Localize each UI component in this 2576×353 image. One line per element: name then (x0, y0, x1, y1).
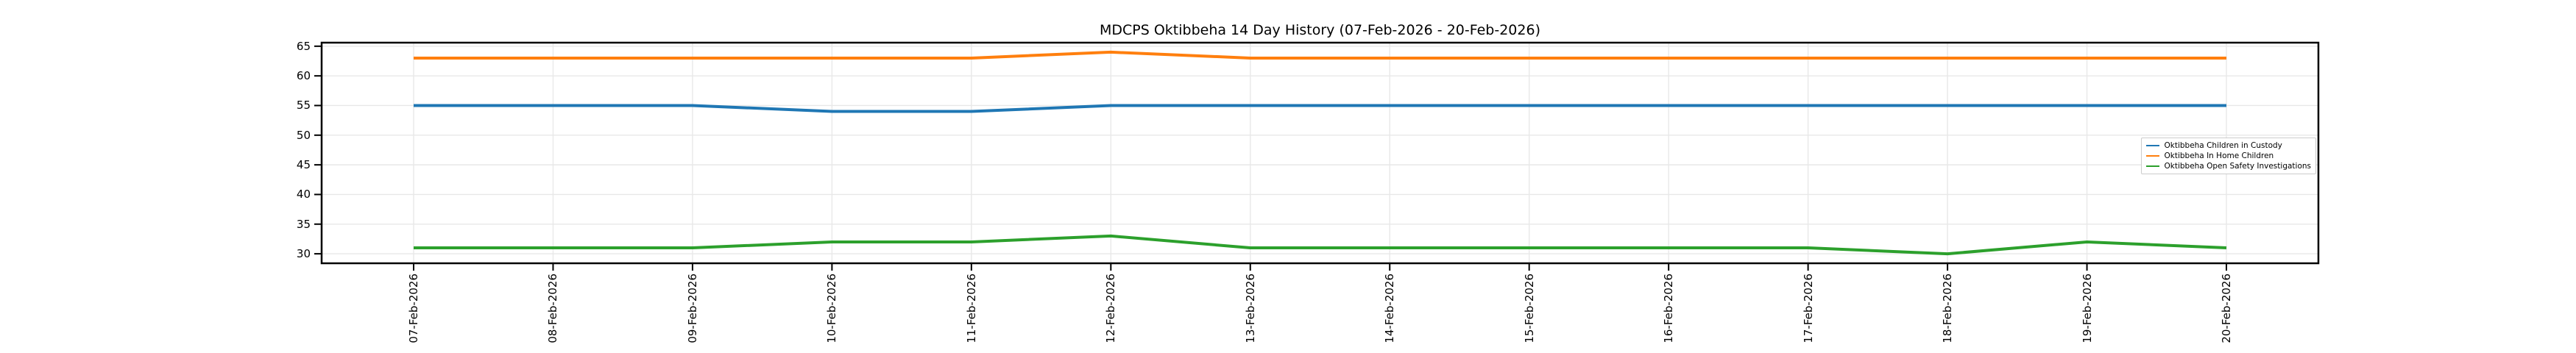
x-tick-label: 19-Feb-2026 (2080, 274, 2094, 343)
legend-item: Oktibbeha Open Safety Investigations (2146, 162, 2311, 171)
legend-line-sample (2146, 165, 2160, 168)
legend: Oktibbeha Children in Custody Oktibbeha I… (2141, 138, 2316, 174)
legend-item: Oktibbeha In Home Children (2146, 151, 2311, 160)
x-tick-label: 11-Feb-2026 (964, 274, 978, 343)
x-tick-label: 16-Feb-2026 (1662, 274, 1676, 343)
x-tick-label: 20-Feb-2026 (2219, 274, 2233, 343)
legend-label: Oktibbeha Open Safety Investigations (2164, 162, 2311, 171)
x-tick-label: 15-Feb-2026 (1522, 274, 1536, 343)
legend-label: Oktibbeha In Home Children (2164, 151, 2274, 160)
legend-line-sample (2146, 144, 2160, 147)
x-tick-label: 12-Feb-2026 (1104, 274, 1118, 343)
x-tick-label: 13-Feb-2026 (1243, 274, 1257, 343)
plot-border (320, 41, 2320, 265)
series-line-3 (414, 234, 2227, 256)
x-tick-label: 10-Feb-2026 (825, 274, 839, 343)
y-tick-label: 45 (296, 158, 311, 172)
y-tick-label: 40 (296, 188, 311, 202)
series-line-2 (414, 50, 2226, 60)
y-tick-label: 35 (296, 217, 311, 231)
x-tick-label: 08-Feb-2026 (546, 274, 560, 343)
y-tick-label: 55 (296, 99, 311, 113)
y-tick-label: 50 (296, 128, 311, 142)
x-tick-label: 18-Feb-2026 (1941, 274, 1955, 343)
y-tick-label: 60 (296, 69, 311, 83)
legend-line-sample (2146, 154, 2160, 157)
x-tick-label: 14-Feb-2026 (1383, 274, 1397, 343)
x-tick-label: 17-Feb-2026 (1801, 274, 1815, 343)
y-tick-label: 30 (296, 247, 311, 261)
x-tick-label: 07-Feb-2026 (407, 274, 420, 343)
series-line-1 (414, 104, 2226, 113)
x-tick-label: 09-Feb-2026 (685, 274, 699, 343)
legend-label: Oktibbeha Children in Custody (2164, 141, 2282, 150)
chart-title: MDCPS Oktibbeha 14 Day History (07-Feb-2… (1099, 22, 1540, 38)
legend-item: Oktibbeha Children in Custody (2146, 141, 2311, 150)
y-tick-label: 65 (296, 39, 311, 53)
